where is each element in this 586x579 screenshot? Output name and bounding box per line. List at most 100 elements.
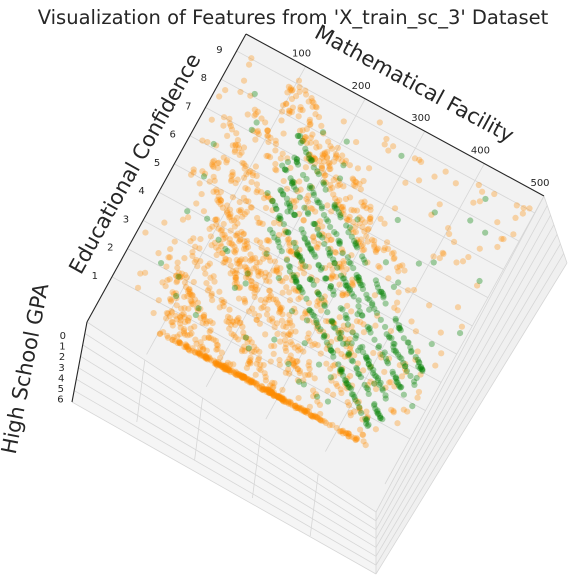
data-point: [227, 369, 234, 376]
data-point: [337, 272, 345, 279]
data-point: [310, 99, 317, 106]
data-point: [382, 259, 390, 266]
data-point: [358, 242, 365, 250]
data-point: [372, 426, 379, 433]
data-point: [207, 327, 214, 334]
data-point: [372, 248, 380, 256]
data-point: [364, 295, 371, 302]
data-point: [305, 408, 313, 415]
data-point: [189, 252, 196, 260]
data-point: [184, 288, 192, 295]
data-point: [224, 359, 231, 366]
data-point: [291, 251, 298, 258]
data-point: [353, 179, 360, 186]
data-point: [210, 357, 218, 364]
data-point: [296, 194, 303, 201]
data-point: [374, 410, 381, 417]
data-point: [360, 349, 367, 356]
data-point: [230, 318, 237, 326]
data-point: [430, 253, 437, 260]
data-point: [197, 314, 204, 322]
data-point: [476, 277, 483, 285]
data-point: [254, 286, 261, 293]
data-point: [150, 309, 157, 317]
data-point: [343, 282, 350, 290]
data-point: [353, 138, 360, 146]
data-point: [309, 342, 316, 349]
data-point: [343, 430, 350, 437]
data-point: [230, 331, 237, 339]
data-point: [272, 137, 279, 144]
data-point: [419, 366, 426, 373]
data-point: [344, 282, 351, 289]
data-point: [377, 350, 384, 358]
data-point: [176, 331, 183, 338]
data-point: [224, 248, 231, 255]
data-point: [186, 290, 193, 298]
data-point: [253, 382, 260, 389]
data-point: [278, 396, 285, 403]
data-point: [276, 394, 283, 401]
data-point: [313, 277, 320, 284]
data-point: [181, 279, 189, 286]
data-point: [196, 180, 203, 187]
data-point: [252, 163, 259, 170]
data-point: [278, 396, 286, 403]
data-point: [220, 220, 227, 228]
data-point: [187, 238, 194, 245]
data-point: [337, 214, 344, 221]
data-point: [258, 189, 265, 196]
data-point: [394, 420, 401, 427]
data-point: [290, 179, 297, 186]
data-point: [307, 412, 314, 419]
data-point: [163, 263, 170, 270]
data-point: [303, 149, 310, 156]
data-point: [213, 244, 220, 251]
data-point: [336, 238, 344, 245]
data-point: [238, 256, 245, 263]
data-point: [289, 277, 296, 284]
data-point: [374, 284, 382, 291]
data-point: [190, 301, 197, 308]
data-point: [184, 332, 191, 339]
data-point: [246, 336, 253, 343]
data-point: [293, 277, 300, 285]
data-point: [212, 216, 219, 223]
data-point: [168, 308, 175, 315]
data-point: [282, 100, 290, 108]
data-point: [285, 262, 293, 270]
data-point: [419, 367, 426, 374]
data-point: [286, 355, 293, 362]
data-point: [308, 184, 315, 192]
gridline-depth: [194, 397, 203, 461]
data-point: [412, 328, 420, 335]
data-point: [305, 192, 312, 199]
data-point: [229, 267, 236, 275]
data-point: [317, 266, 324, 273]
data-point: [246, 379, 253, 386]
data-point: [275, 216, 282, 224]
data-point: [391, 205, 399, 212]
data-point: [181, 313, 188, 321]
data-point: [417, 364, 425, 371]
data-point: [283, 195, 290, 202]
data-point: [303, 155, 310, 162]
data-point: [216, 93, 223, 100]
data-point: [191, 349, 199, 356]
data-point: [336, 260, 343, 267]
data-point: [185, 345, 192, 353]
data-point: [244, 360, 252, 368]
data-point: [323, 154, 331, 161]
data-point: [392, 317, 399, 324]
data-point: [301, 204, 308, 211]
data-point: [200, 352, 208, 359]
data-point: [311, 220, 318, 228]
data-point: [279, 394, 286, 401]
data-point: [314, 298, 321, 305]
data-point: [232, 142, 239, 149]
data-point: [345, 430, 353, 437]
data-point: [178, 311, 185, 319]
data-point: [410, 378, 418, 385]
data-point: [269, 389, 276, 396]
data-point: [193, 340, 200, 347]
